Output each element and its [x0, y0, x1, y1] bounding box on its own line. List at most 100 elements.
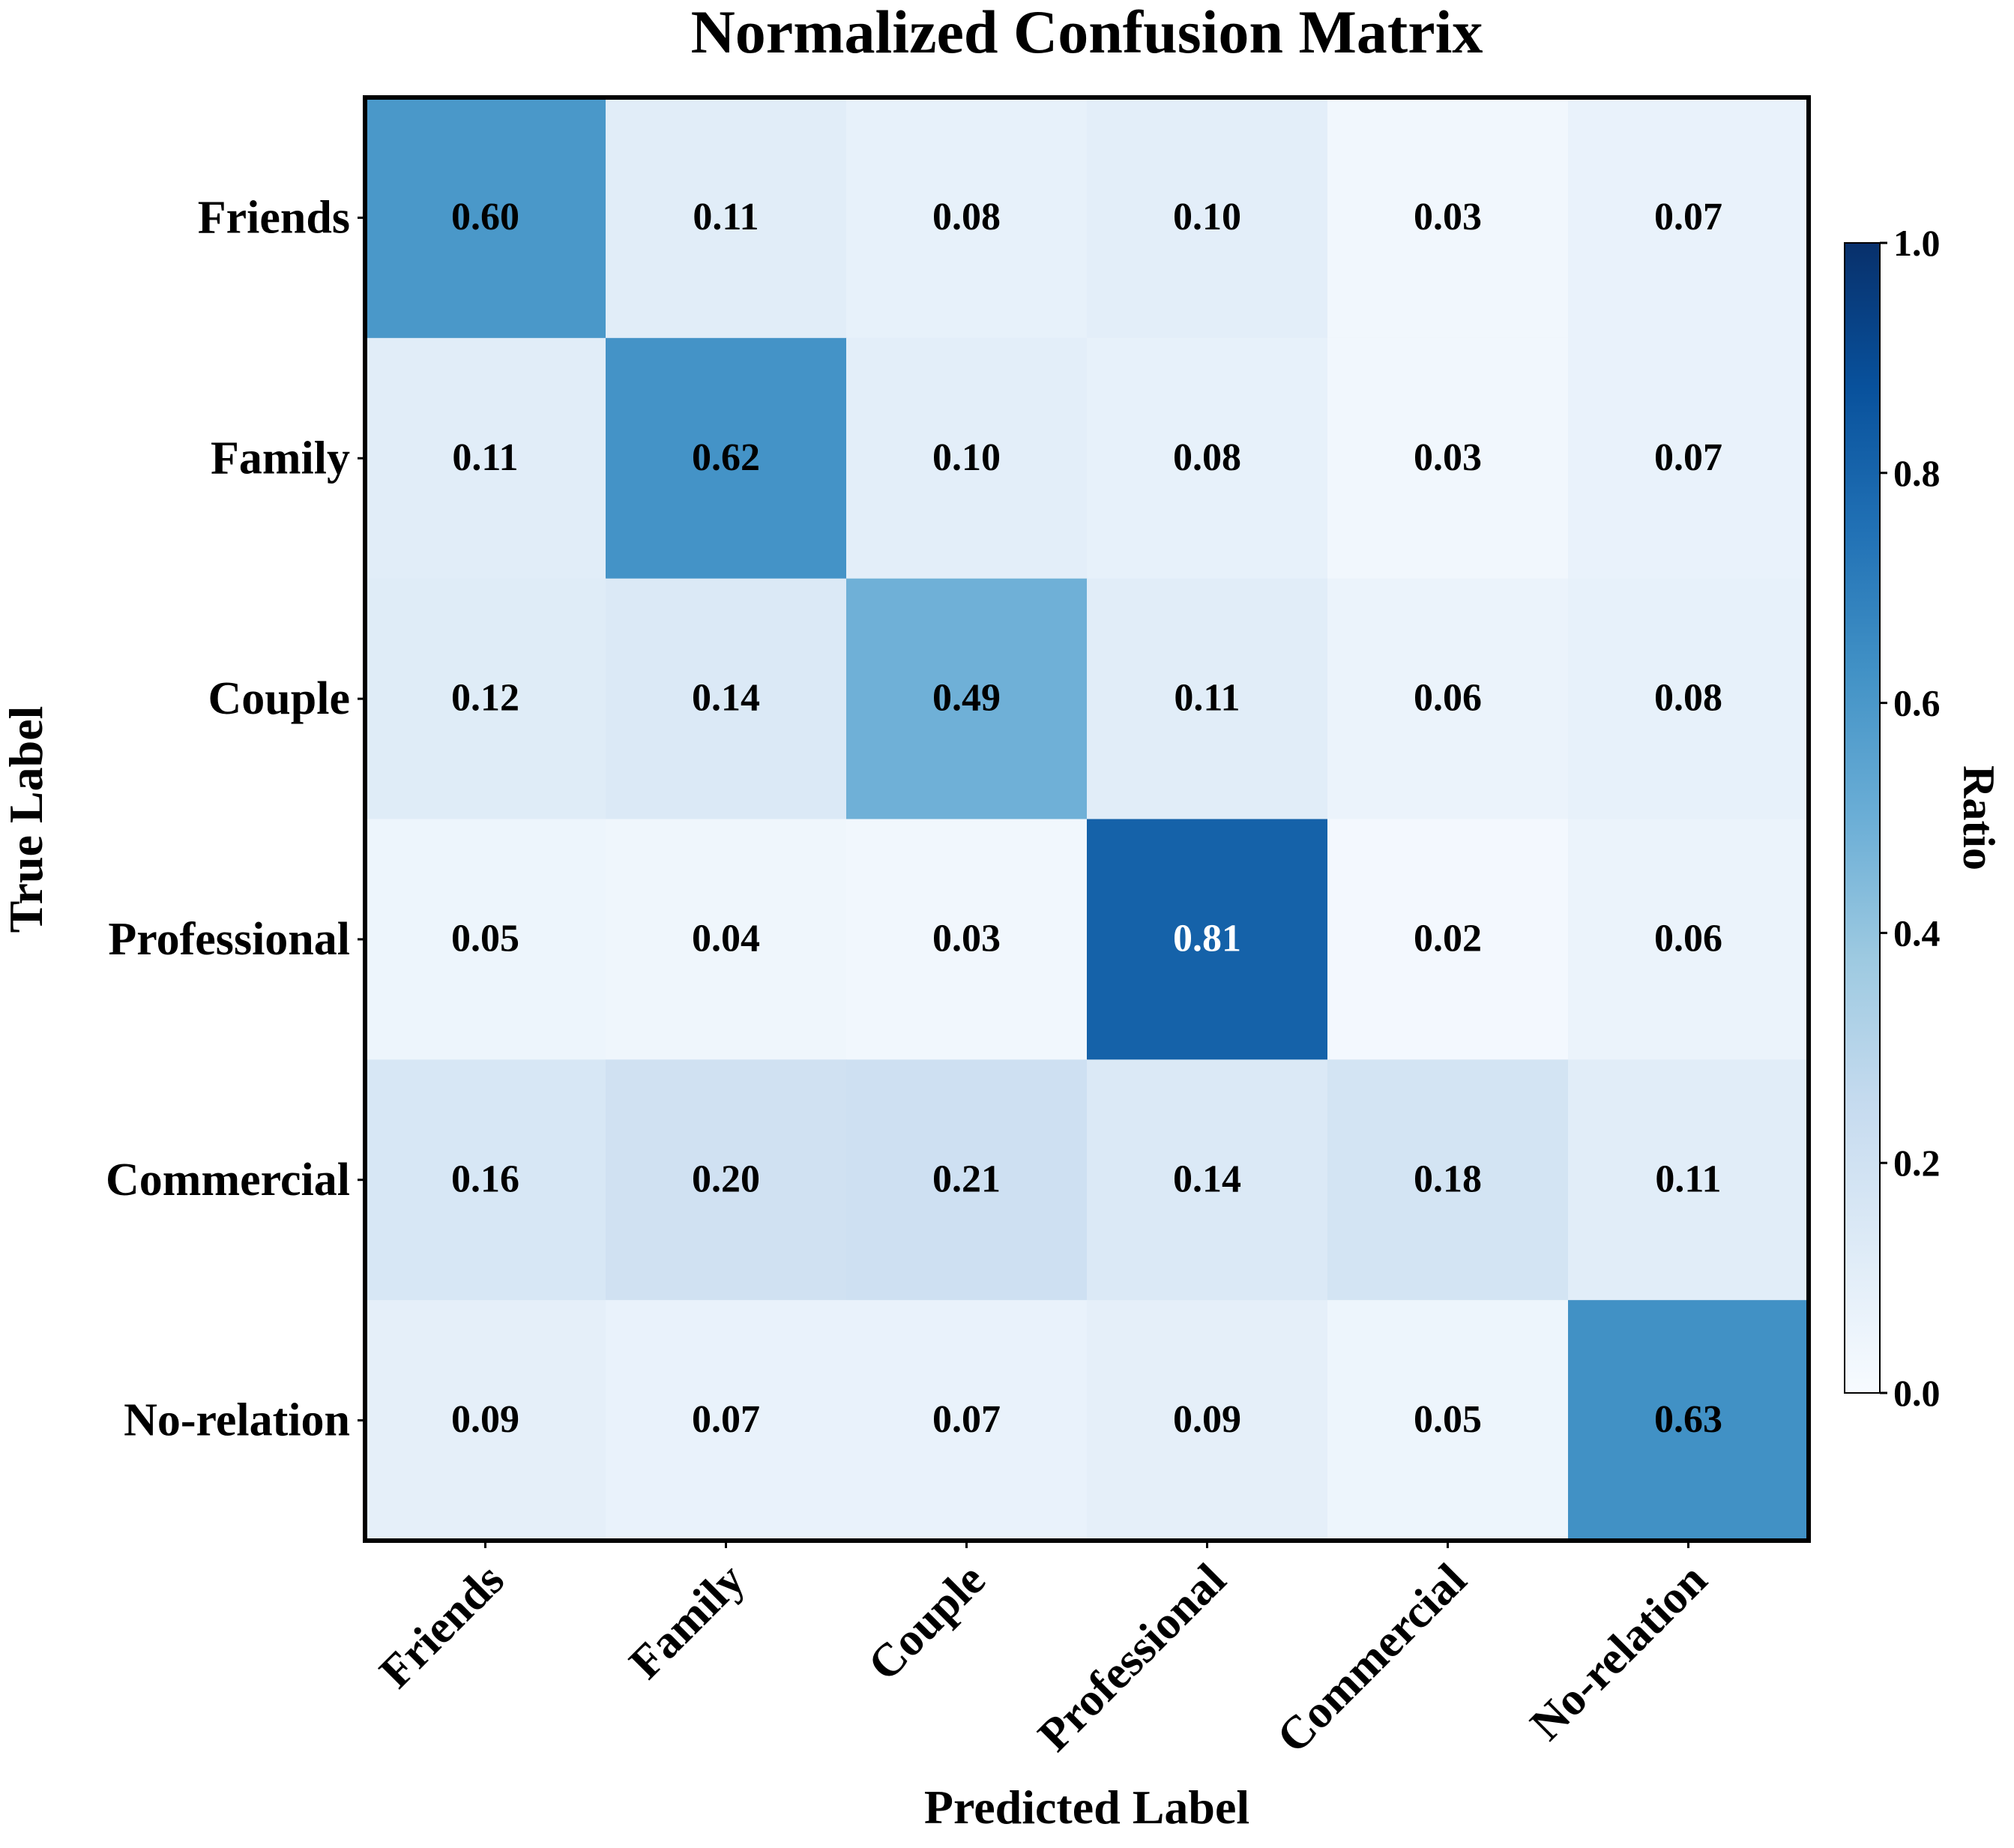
heatmap-cell-r3-c5: [1568, 819, 1809, 1060]
heatmap-cell-r5-c4: [1327, 1300, 1569, 1541]
heatmap-cell-r0-c2: [846, 97, 1088, 339]
cell-value-r2-c3: 0.11: [1174, 677, 1240, 720]
cell-value-r2-c1: 0.14: [692, 677, 760, 720]
x-tick-label-4: Commercial: [1267, 1554, 1477, 1763]
colorbar-tick-label-0: 0.0: [1893, 1372, 1941, 1414]
heatmap-cell-r2-c1: [606, 578, 847, 820]
heatmap-cell-r0-c5: [1568, 97, 1809, 339]
heatmap-cell-r5-c5: [1568, 1300, 1809, 1541]
colorbar-tick-label-3: 0.6: [1893, 682, 1941, 724]
heatmap-cell-r5-c1: [606, 1300, 847, 1541]
cell-value-r4-c0: 0.16: [451, 1158, 519, 1200]
cell-value-r4-c2: 0.21: [932, 1158, 1001, 1200]
cell-value-r0-c0: 0.60: [451, 196, 519, 238]
cell-value-r4-c5: 0.11: [1655, 1158, 1721, 1200]
colorbar-tick-label-1: 0.2: [1893, 1142, 1941, 1184]
colorbar-label: Ratio: [1954, 765, 2004, 870]
cell-value-r2-c2: 0.49: [932, 677, 1001, 720]
y-tick-label-0: Friends: [198, 192, 350, 243]
colorbar-ticks: 0.0 0.2 0.4 0.6 0.8 1.0: [1880, 222, 1941, 1414]
cell-value-r4-c3: 0.14: [1173, 1158, 1241, 1200]
cell-value-r5-c1: 0.07: [692, 1398, 760, 1441]
heatmap-cell-r2-c3: [1087, 578, 1328, 820]
cell-value-r3-c5: 0.06: [1654, 917, 1722, 960]
cell-value-r1-c4: 0.03: [1414, 436, 1482, 479]
colorbar-gradient: [1845, 243, 1880, 1393]
cell-value-r4-c1: 0.20: [692, 1158, 760, 1200]
y-axis-label: True Label: [0, 706, 52, 933]
cell-value-r2-c0: 0.12: [451, 677, 519, 720]
heatmap-cell-r4-c2: [846, 1059, 1088, 1301]
cell-value-r1-c5: 0.07: [1654, 436, 1722, 479]
heatmap-cell-r4-c4: [1327, 1059, 1569, 1301]
cell-value-r0-c5: 0.07: [1654, 196, 1722, 238]
heatmap-cell-r4-c3: [1087, 1059, 1328, 1301]
heatmap-cell-r0-c1: [606, 97, 847, 339]
heatmap-cell-r2-c0: [365, 578, 606, 820]
cell-value-r5-c3: 0.09: [1173, 1398, 1241, 1441]
y-tick-label-3: Professional: [108, 914, 350, 965]
heatmap-cells: [365, 97, 1809, 1541]
heatmap-cell-r1-c2: [846, 337, 1088, 580]
chart-title: Normalized Confusion Matrix: [691, 0, 1483, 66]
heatmap-cell-r4-c1: [606, 1059, 847, 1301]
cell-value-r5-c0: 0.09: [451, 1398, 519, 1441]
x-tick-label-1: Family: [620, 1554, 755, 1689]
cell-value-r4-c4: 0.18: [1414, 1158, 1482, 1200]
x-tick-label-5: No-relation: [1521, 1554, 1717, 1751]
heatmap-cell-r2-c4: [1327, 578, 1569, 820]
heatmap-cell-r1-c1: [606, 337, 847, 580]
heatmap-cell-r2-c2: [846, 578, 1088, 820]
heatmap-cell-r2-c5: [1568, 578, 1809, 820]
heatmap-cell-r3-c1: [606, 819, 847, 1060]
cell-value-r1-c3: 0.08: [1173, 436, 1241, 479]
heatmap-cell-r5-c0: [365, 1300, 606, 1541]
colorbar: 0.0 0.2 0.4 0.6 0.8 1.0 Ratio: [1844, 222, 2004, 1414]
cell-value-r3-c4: 0.02: [1414, 917, 1482, 960]
cell-value-r1-c2: 0.10: [932, 436, 1001, 479]
x-tick-label-0: Friends: [370, 1554, 514, 1698]
x-axis-ticks: Friends Family Couple Professional Commercia…: [370, 1541, 1717, 1763]
heatmap-cell-r3-c2: [846, 819, 1088, 1060]
cell-value-r5-c4: 0.05: [1414, 1398, 1482, 1441]
colorbar-tick-label-5: 1.0: [1893, 222, 1941, 264]
x-tick-label-3: Professional: [1028, 1554, 1235, 1761]
colorbar-tick-label-4: 0.8: [1893, 452, 1941, 494]
heatmap-cell-r4-c5: [1568, 1059, 1809, 1301]
heatmap-cell-r3-c3: [1087, 819, 1328, 1060]
heatmap-cell-r3-c0: [365, 819, 606, 1060]
cell-value-r1-c1: 0.62: [692, 436, 760, 479]
heatmap-cell-r0-c0: [365, 97, 606, 339]
heatmap-cell-r1-c0: [365, 337, 606, 580]
heatmap-cell-r4-c0: [365, 1059, 606, 1301]
heatmap-cell-r1-c3: [1087, 337, 1328, 580]
colorbar-tick-label-2: 0.4: [1893, 912, 1941, 954]
heatmap-cell-r1-c5: [1568, 337, 1809, 580]
heatmap-cell-r0-c4: [1327, 97, 1569, 339]
y-tick-label-4: Commercial: [106, 1155, 350, 1206]
plot-frame: [363, 95, 1811, 1543]
cell-value-r5-c5: 0.63: [1654, 1398, 1722, 1441]
cell-value-r3-c3: 0.81: [1173, 917, 1241, 960]
heatmap-cell-labels: 0.60 0.11 0.08 0.10 0.03 0.07 0.11 0.62 0.10 0.08…: [451, 196, 1722, 1441]
cell-value-r0-c2: 0.08: [932, 196, 1001, 238]
heatmap-cell-r1-c4: [1327, 337, 1569, 580]
colorbar-frame: [1844, 242, 1881, 1394]
cell-value-r0-c4: 0.03: [1414, 196, 1482, 238]
cell-value-r3-c2: 0.03: [932, 917, 1001, 960]
heatmap-cell-r5-c2: [846, 1300, 1088, 1541]
x-axis-label: Predicted Label: [924, 1781, 1249, 1834]
y-axis-ticks: Friends Family Couple Professional Commercia…: [106, 192, 365, 1446]
x-tick-label-2: Couple: [858, 1554, 995, 1691]
cell-value-r3-c0: 0.05: [451, 917, 519, 960]
heatmap-cell-r3-c4: [1327, 819, 1569, 1060]
cell-value-r1-c0: 0.11: [452, 436, 518, 479]
y-tick-label-1: Family: [211, 433, 350, 484]
cell-value-r0-c1: 0.11: [693, 196, 759, 238]
heatmap-cell-r5-c3: [1087, 1300, 1328, 1541]
cell-value-r5-c2: 0.07: [932, 1398, 1001, 1441]
cell-value-r2-c5: 0.08: [1654, 677, 1722, 720]
y-tick-label-2: Couple: [208, 673, 350, 724]
